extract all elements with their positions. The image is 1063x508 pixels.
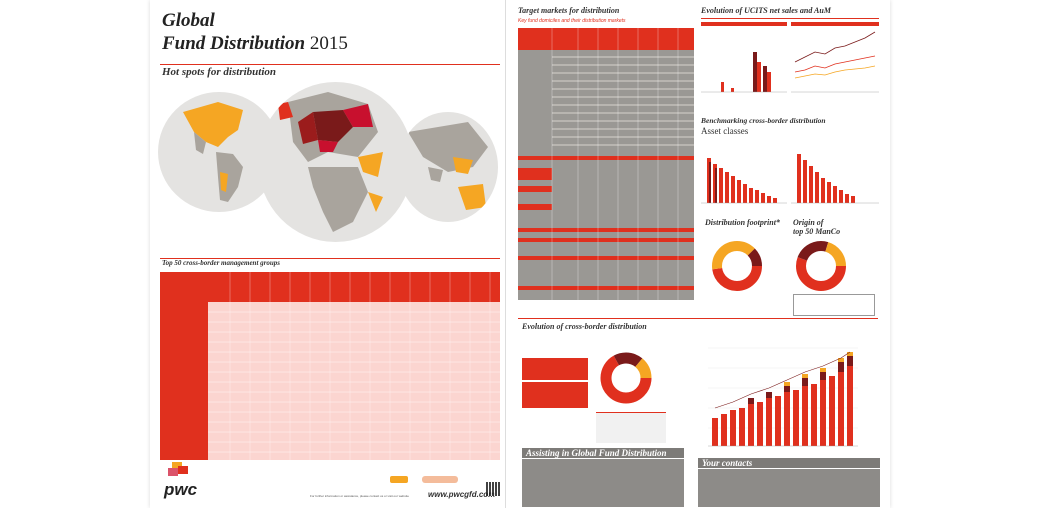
poster-title-line2: Fund Distribution 2015 — [162, 33, 348, 55]
top50-heading: Top 50 cross-border management groups — [162, 259, 280, 267]
section-divider — [160, 64, 500, 65]
section-divider — [160, 258, 500, 259]
pwc-logo-blocks — [164, 462, 194, 484]
origin-top50-line1: Origin of — [793, 218, 824, 227]
target-markets-subheading: Key fund domiciles and their distributio… — [518, 18, 626, 24]
right-panel: Evolution of UCITS net sales and AuM Ben… — [697, 0, 880, 318]
target-markets-heading: Target markets for distribution — [518, 6, 620, 15]
stat-box-funds — [522, 358, 588, 380]
origin-top50-donut[interactable] — [793, 238, 849, 299]
website-link[interactable]: www.pwcgfd.com — [428, 490, 496, 499]
poster-title-line1: Global — [162, 10, 215, 31]
stat-box-registrations — [522, 382, 588, 408]
poster-title-year: 2015 — [309, 33, 348, 54]
distribution-footprint-heading: Distribution footprint* — [705, 218, 780, 227]
top-domiciles-table — [596, 412, 666, 443]
origin-top50-legend — [793, 294, 875, 316]
authorisations-share-donut[interactable] — [596, 348, 656, 413]
partner-logo — [422, 476, 458, 483]
crossborder-funds-chart[interactable] — [688, 338, 876, 456]
your-contacts-heading: Your contacts — [698, 458, 880, 468]
world-map[interactable] — [150, 82, 505, 257]
target-markets-table[interactable] — [518, 28, 694, 300]
section-divider — [701, 18, 879, 19]
website-prefix: For further information or assistance, p… — [310, 494, 409, 498]
origin-top50-heading: Origin of top 50 ManCo — [793, 218, 840, 236]
pwc-logo[interactable]: pwc — [164, 480, 198, 499]
asset-classes-heading: Asset classes — [701, 126, 749, 136]
evolution-cross-border-heading: Evolution of cross-border distribution — [522, 322, 647, 331]
asia-pacific-globe — [398, 112, 498, 222]
ucits-aum-chart[interactable] — [791, 22, 879, 104]
poster-left-panel: Global Fund Distribution 2015 Hot spots … — [150, 0, 506, 508]
qr-code[interactable] — [486, 482, 500, 496]
lipper-logo — [390, 476, 408, 483]
europe-africa-globe — [258, 82, 413, 242]
ucits-net-sales-chart[interactable] — [701, 22, 787, 104]
distribution-footprint-donut[interactable] — [709, 238, 765, 299]
contacts-box — [698, 469, 880, 507]
top50-table[interactable] — [160, 272, 500, 460]
asset-class-registrations-chart[interactable] — [701, 138, 787, 208]
assisting-services-box — [522, 459, 684, 507]
target-markets-panel: Target markets for distribution Key fund… — [510, 0, 695, 318]
evolution-ucits-heading: Evolution of UCITS net sales and AuM — [701, 6, 831, 15]
section-divider — [518, 318, 878, 319]
poster-title-main: Fund Distribution — [162, 33, 306, 54]
cross-border-panel: Evolution of cross-border distribution — [510, 318, 880, 508]
hot-spots-heading: Hot spots for distribution — [162, 66, 277, 78]
crossborder-change-chart[interactable] — [791, 138, 879, 208]
benchmarking-heading: Benchmarking cross-border distribution — [701, 116, 826, 125]
origin-top50-line2: top 50 ManCo — [793, 227, 841, 236]
assisting-heading: Assisting in Global Fund Distribution — [522, 448, 684, 458]
